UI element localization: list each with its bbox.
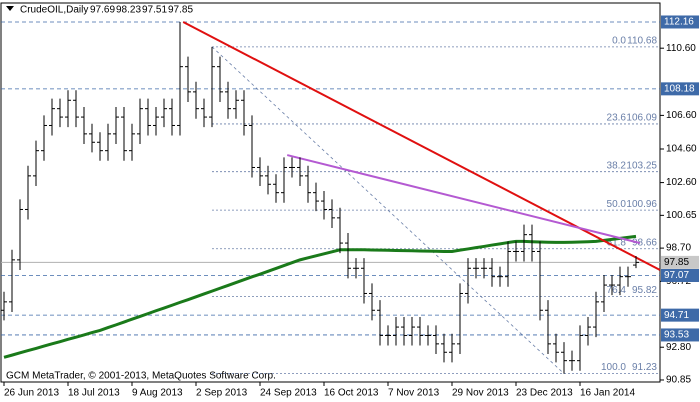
fib-ratio: 61.8 xyxy=(607,237,627,248)
x-tick-label: 7 Nov 2013 xyxy=(388,388,440,399)
level-box xyxy=(661,308,699,322)
plot-frame xyxy=(0,2,661,383)
y-tick-label: 104.60 xyxy=(666,144,697,155)
level-label: 108.18 xyxy=(664,83,695,94)
x-tick-label: 26 Jun 2013 xyxy=(4,388,59,399)
title-arrow xyxy=(6,6,14,11)
level-label: 112.16 xyxy=(664,17,694,28)
last-low: 97.51 xyxy=(142,5,167,16)
x-tick-label: 16 Oct 2013 xyxy=(324,388,379,399)
level-box xyxy=(661,15,699,29)
x-tick-label: 9 Aug 2013 xyxy=(132,388,183,399)
y-tick-label: 100.65 xyxy=(666,210,697,221)
y-tick-label: 90.85 xyxy=(666,375,691,386)
y-tick-label: 98.70 xyxy=(666,243,691,254)
fib-price: 91.23 xyxy=(632,362,657,373)
footer: GCM MetaTrader, © 2001-2013, MetaQuotes … xyxy=(6,371,276,382)
fib-price: 95.82 xyxy=(632,285,657,296)
current-price-label: 97.85 xyxy=(664,257,689,268)
fib-price: 103.25 xyxy=(626,160,657,171)
y-tick-label: 102.60 xyxy=(666,177,697,188)
level-box xyxy=(661,82,699,96)
fib-ratio: 38.2 xyxy=(607,160,627,171)
x-tick-label: 18 Jul 2013 xyxy=(68,388,120,399)
fib-ratio: 76.4 xyxy=(607,285,627,296)
level-box xyxy=(661,268,699,282)
trendline xyxy=(286,154,641,245)
y-tick-label: 92.80 xyxy=(666,342,691,353)
fib-price: 110.68 xyxy=(627,35,657,46)
fib-price: 98.66 xyxy=(632,237,657,248)
x-tick-label: 2 Sep 2013 xyxy=(196,388,248,399)
fib-ratio: 100.0 xyxy=(601,362,626,373)
fib-price: 106.09 xyxy=(626,113,657,124)
level-box xyxy=(661,328,699,342)
fib-diagonal xyxy=(211,46,565,374)
last-open: 97.69 xyxy=(90,5,115,16)
level-label: 94.71 xyxy=(664,310,689,321)
chart-title: CrudeOIL,Daily xyxy=(20,5,88,16)
last-high: 98.23 xyxy=(116,5,141,16)
x-tick-label: 29 Nov 2013 xyxy=(452,388,509,399)
header: CrudeOIL,Daily 97.69 98.23 97.51 97.85 xyxy=(6,5,193,16)
y-tick-label: 106.60 xyxy=(666,110,697,121)
fib-price: 100.96 xyxy=(626,199,657,210)
fib-ratio: 23.6 xyxy=(607,113,627,124)
x-tick-label: 23 Dec 2013 xyxy=(516,388,573,399)
level-label: 93.53 xyxy=(664,330,689,341)
last-close: 97.85 xyxy=(168,5,193,16)
x-tick-label: 24 Sep 2013 xyxy=(260,388,317,399)
level-label: 97.07 xyxy=(664,270,689,281)
y-tick-label: 110.60 xyxy=(666,43,696,54)
trendline xyxy=(182,21,660,271)
x-tick-label: 16 Jan 2014 xyxy=(580,388,635,399)
moving-average xyxy=(3,234,637,359)
current-price-box xyxy=(661,255,699,269)
plot-layer xyxy=(1,21,660,374)
fib-ratio: 50.0 xyxy=(607,199,627,210)
fib-ratio: 0.0 xyxy=(612,35,626,46)
